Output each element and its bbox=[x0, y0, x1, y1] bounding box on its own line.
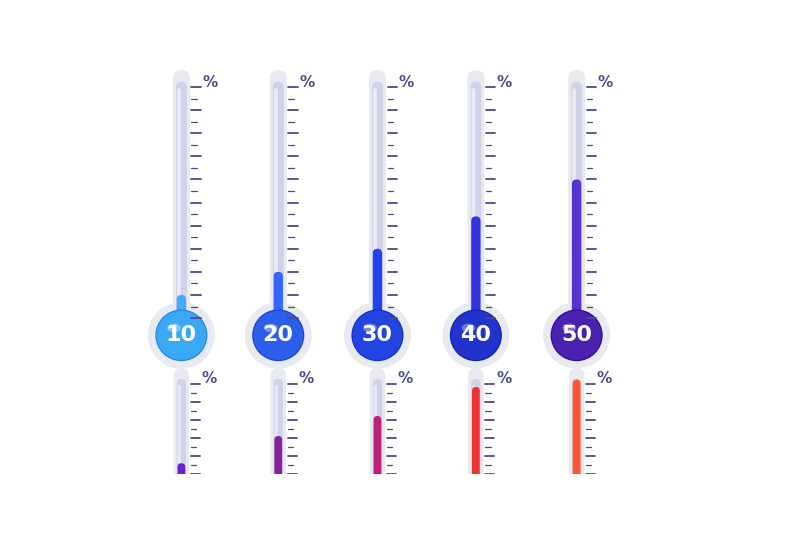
Text: 40: 40 bbox=[460, 325, 491, 345]
FancyBboxPatch shape bbox=[174, 368, 189, 482]
FancyBboxPatch shape bbox=[176, 82, 187, 324]
FancyBboxPatch shape bbox=[274, 272, 283, 328]
FancyBboxPatch shape bbox=[471, 88, 475, 317]
FancyBboxPatch shape bbox=[177, 295, 186, 328]
FancyBboxPatch shape bbox=[270, 368, 286, 482]
FancyBboxPatch shape bbox=[177, 379, 186, 479]
FancyBboxPatch shape bbox=[178, 385, 181, 473]
FancyBboxPatch shape bbox=[472, 387, 480, 478]
FancyBboxPatch shape bbox=[273, 82, 284, 324]
Text: %: % bbox=[597, 372, 612, 386]
FancyBboxPatch shape bbox=[572, 379, 582, 479]
FancyBboxPatch shape bbox=[274, 385, 278, 473]
FancyBboxPatch shape bbox=[569, 368, 584, 482]
Ellipse shape bbox=[462, 324, 475, 332]
Circle shape bbox=[344, 302, 411, 369]
Ellipse shape bbox=[363, 324, 377, 332]
Circle shape bbox=[157, 311, 206, 360]
FancyBboxPatch shape bbox=[471, 379, 481, 479]
Circle shape bbox=[245, 302, 312, 369]
FancyBboxPatch shape bbox=[178, 463, 186, 478]
Circle shape bbox=[543, 302, 610, 369]
Circle shape bbox=[450, 310, 502, 361]
Text: %: % bbox=[497, 75, 512, 90]
FancyBboxPatch shape bbox=[470, 82, 482, 324]
FancyBboxPatch shape bbox=[270, 70, 286, 327]
Circle shape bbox=[148, 302, 215, 369]
FancyBboxPatch shape bbox=[370, 368, 386, 482]
FancyBboxPatch shape bbox=[274, 379, 283, 479]
Ellipse shape bbox=[264, 324, 278, 332]
Text: %: % bbox=[598, 75, 613, 90]
FancyBboxPatch shape bbox=[374, 385, 377, 473]
Text: 50: 50 bbox=[561, 325, 592, 345]
Text: %: % bbox=[398, 372, 413, 386]
Text: 10: 10 bbox=[166, 325, 197, 345]
FancyBboxPatch shape bbox=[468, 368, 484, 482]
Circle shape bbox=[155, 310, 207, 361]
Text: %: % bbox=[299, 75, 314, 90]
Text: 20: 20 bbox=[262, 325, 294, 345]
FancyBboxPatch shape bbox=[573, 379, 581, 478]
Text: 30: 30 bbox=[362, 325, 393, 345]
FancyBboxPatch shape bbox=[472, 385, 475, 473]
FancyBboxPatch shape bbox=[573, 385, 576, 473]
FancyBboxPatch shape bbox=[373, 249, 382, 328]
Text: %: % bbox=[202, 75, 218, 90]
FancyBboxPatch shape bbox=[374, 416, 382, 478]
FancyBboxPatch shape bbox=[572, 88, 576, 317]
FancyBboxPatch shape bbox=[373, 379, 382, 479]
FancyBboxPatch shape bbox=[274, 436, 282, 478]
FancyBboxPatch shape bbox=[369, 70, 386, 327]
Ellipse shape bbox=[167, 324, 181, 332]
FancyBboxPatch shape bbox=[467, 70, 485, 327]
Circle shape bbox=[353, 311, 402, 360]
Circle shape bbox=[451, 311, 501, 360]
Text: %: % bbox=[202, 372, 217, 386]
Circle shape bbox=[254, 311, 303, 360]
FancyBboxPatch shape bbox=[571, 82, 582, 324]
FancyBboxPatch shape bbox=[568, 70, 585, 327]
Text: %: % bbox=[298, 372, 314, 386]
Circle shape bbox=[442, 302, 510, 369]
FancyBboxPatch shape bbox=[177, 88, 181, 317]
FancyBboxPatch shape bbox=[471, 216, 481, 328]
FancyBboxPatch shape bbox=[373, 88, 377, 317]
Circle shape bbox=[550, 310, 602, 361]
Ellipse shape bbox=[562, 324, 576, 332]
FancyBboxPatch shape bbox=[572, 180, 582, 328]
Circle shape bbox=[351, 310, 403, 361]
Circle shape bbox=[552, 311, 602, 360]
Circle shape bbox=[252, 310, 304, 361]
FancyBboxPatch shape bbox=[173, 70, 190, 327]
Text: %: % bbox=[496, 372, 511, 386]
FancyBboxPatch shape bbox=[372, 82, 383, 324]
FancyBboxPatch shape bbox=[274, 88, 278, 317]
Text: %: % bbox=[398, 75, 414, 90]
